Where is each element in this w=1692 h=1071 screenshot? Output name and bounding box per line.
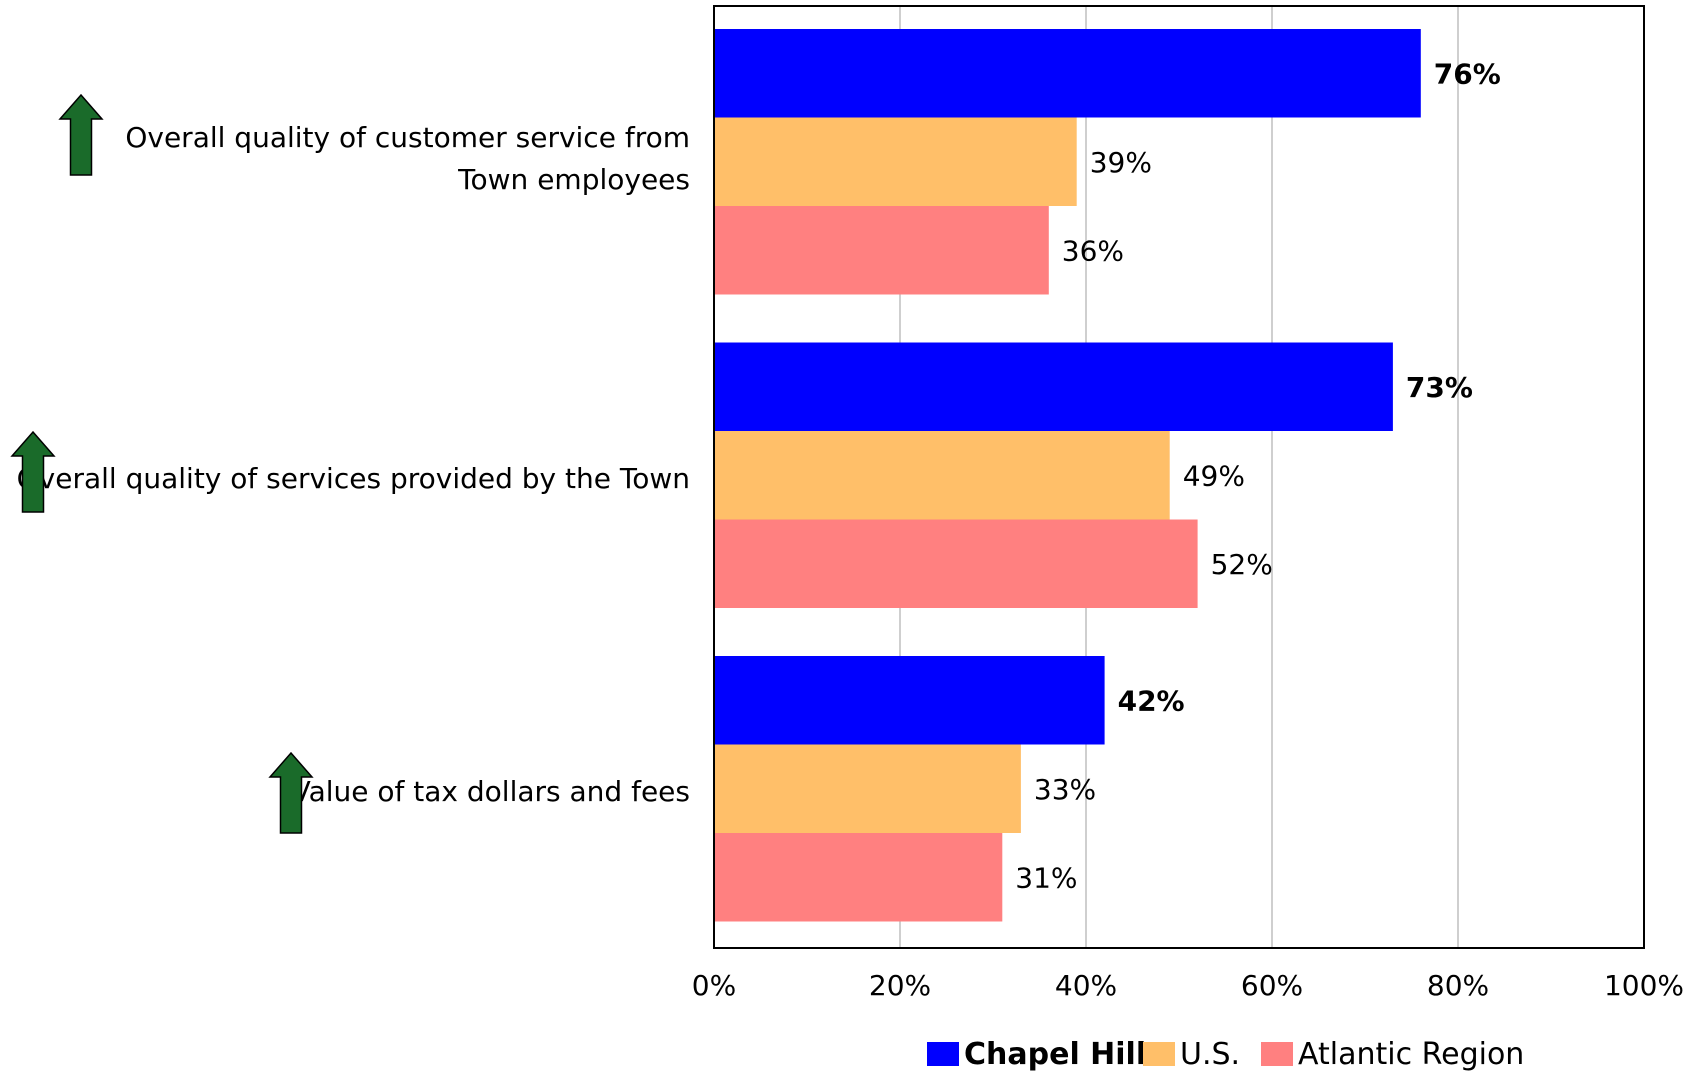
x-tick-label: 80% xyxy=(1427,969,1489,1002)
bar xyxy=(714,833,1003,922)
legend: Chapel Hill U.S. Atlantic Region xyxy=(927,1037,1524,1071)
legend-label: U.S. xyxy=(1180,1037,1240,1071)
x-axis-ticks: 0% 20% 40% 60% 80% 100% xyxy=(692,969,1684,1002)
data-label: 52% xyxy=(1211,548,1273,581)
legend-label: Atlantic Region xyxy=(1298,1037,1524,1071)
legend-label: Chapel Hill xyxy=(964,1037,1146,1071)
data-label: 39% xyxy=(1090,146,1152,179)
data-labels: 76% 39% 36% 73% 49% 52% 42% 33% 31% xyxy=(1015,57,1501,894)
data-label: 31% xyxy=(1015,861,1077,894)
x-tick-label: 100% xyxy=(1604,969,1684,1002)
bar xyxy=(714,431,1170,520)
bar xyxy=(714,117,1077,206)
category-label: Town employees xyxy=(457,163,690,196)
category-labels: Overall quality of customer service from… xyxy=(10,93,690,834)
bars xyxy=(714,29,1421,922)
bar xyxy=(714,29,1421,118)
data-label: 76% xyxy=(1434,57,1501,90)
bar xyxy=(714,656,1105,745)
data-label: 49% xyxy=(1183,459,1245,492)
category-label: Overall quality of customer service from xyxy=(125,121,690,154)
legend-swatch xyxy=(927,1042,959,1066)
category-label: Value of tax dollars and fees xyxy=(292,775,690,808)
data-label: 33% xyxy=(1034,773,1096,806)
legend-swatch xyxy=(1143,1042,1175,1066)
bar xyxy=(714,519,1198,608)
x-tick-label: 40% xyxy=(1055,969,1117,1002)
plot-area-frame xyxy=(713,5,1645,949)
x-tick-label: 0% xyxy=(692,969,736,1002)
bar xyxy=(714,206,1049,295)
bar xyxy=(714,342,1393,431)
x-tick-label: 20% xyxy=(869,969,931,1002)
data-label: 42% xyxy=(1118,684,1185,717)
x-tick-label: 60% xyxy=(1241,969,1303,1002)
up-arrow-icon xyxy=(58,93,104,176)
category-label: Overall quality of services provided by … xyxy=(17,462,690,495)
bar xyxy=(714,744,1021,833)
data-label: 36% xyxy=(1062,234,1124,267)
up-arrow-icon xyxy=(268,751,314,834)
legend-swatch xyxy=(1261,1042,1293,1066)
data-label: 73% xyxy=(1406,371,1473,404)
up-arrow-icon xyxy=(10,430,56,513)
